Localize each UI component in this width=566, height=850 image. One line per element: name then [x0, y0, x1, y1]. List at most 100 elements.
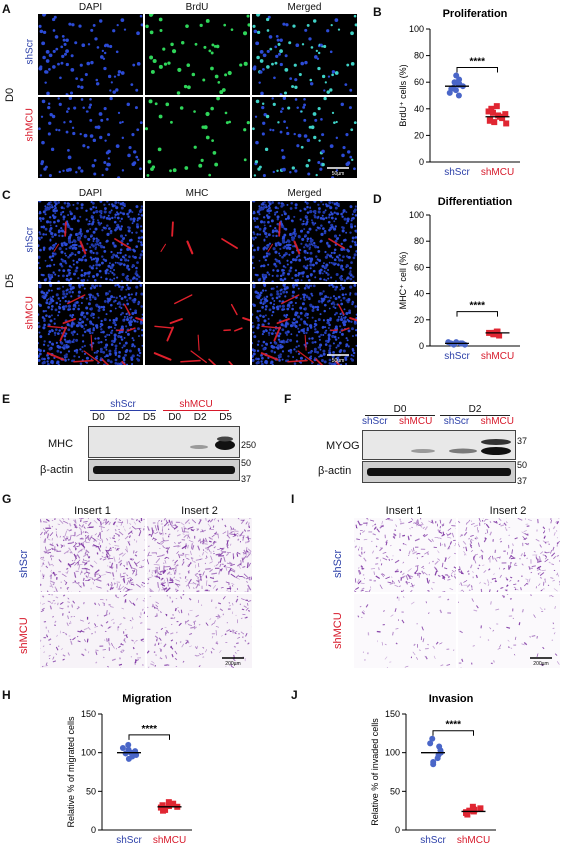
header-brdu: BrdU	[185, 2, 209, 13]
blot-e-lane: D5	[142, 412, 156, 423]
blot-e-group-shscr: shScr	[90, 399, 156, 411]
y-tick-label: 40	[414, 289, 424, 299]
data-point-shscr	[429, 735, 436, 742]
chart-title: Migration	[122, 693, 172, 705]
chart-title: Invasion	[429, 693, 474, 705]
transwell-grid-i: 200µm	[354, 518, 560, 673]
blot-e-lane: D2	[117, 412, 131, 423]
x-tick-label: shMCU	[481, 167, 514, 178]
insert-label-g1: Insert 1	[74, 505, 111, 517]
micrograph-tile	[252, 97, 357, 178]
blot-f-lane: shMCU	[480, 416, 514, 427]
band-strong	[215, 440, 235, 450]
data-point-shscr	[122, 750, 129, 757]
y-tick-label: 0	[395, 825, 400, 835]
chart-title: Proliferation	[443, 8, 508, 20]
micrograph-tile	[38, 201, 143, 282]
significance-bracket	[456, 67, 498, 73]
row-label-shmcu-i: shMCU	[332, 612, 344, 649]
micrograph-tile	[40, 518, 145, 592]
y-tick-label: 0	[419, 157, 424, 167]
panel-label-a: A	[2, 2, 11, 16]
y-tick-label: 60	[414, 77, 424, 87]
data-point-shmcu	[165, 803, 172, 810]
panel-label-c: C	[2, 188, 11, 202]
y-tick-label: 100	[409, 24, 424, 34]
y-tick-label: 150	[385, 709, 400, 719]
y-axis-label: MHC⁺ cell (%)	[398, 252, 408, 310]
blot-e-band-label-actin: β-actin	[40, 464, 74, 476]
blot-e-mhc-strip	[88, 426, 240, 458]
transwell-grid-g: 200µm	[40, 518, 252, 673]
band-faint	[190, 445, 208, 449]
micrograph-tile	[458, 518, 560, 592]
x-tick-label: shScr	[420, 835, 446, 846]
data-point-shscr	[125, 741, 132, 748]
chart-title: Differentiation	[438, 196, 513, 208]
blot-e-actin-strip	[88, 459, 240, 481]
data-point-shmcu	[489, 109, 496, 116]
y-tick-label: 80	[414, 236, 424, 246]
blot-e-band-label-mhc: MHC	[48, 438, 74, 450]
data-point-shscr	[446, 89, 453, 96]
blot-e-marker-250: 250	[241, 440, 257, 450]
y-tick-label: 150	[81, 709, 96, 719]
day-label-d0: D0	[4, 87, 16, 102]
micrograph-tiles: 200µm	[354, 518, 560, 668]
row-label-shscr: shScr	[24, 38, 36, 65]
data-point-shscr	[125, 755, 132, 762]
micrograph-tile	[147, 518, 252, 592]
blot-e-lanes: D0 D2 D5 D0 D2 D5	[92, 412, 232, 423]
blot-f-myog-strip	[362, 430, 516, 460]
data-point-shmcu	[485, 108, 492, 115]
micrograph-tile	[252, 14, 357, 95]
data-point-shmcu	[486, 117, 493, 124]
data-point-shmcu	[157, 804, 164, 811]
row-label-shscr-g: shScr	[18, 549, 30, 578]
significance-bracket	[456, 311, 498, 317]
blot-f-band-label-actin: β-actin	[318, 465, 352, 477]
chart-proliferation: Proliferation BrdU⁺ cells (%) 0 20 40 60 80 100…	[398, 8, 520, 178]
row-label-shscr-c: shScr	[24, 226, 36, 253]
blot-e-marker-37: 37	[241, 474, 252, 484]
blot-e-lane: D5	[219, 412, 232, 423]
blot-e-lane: D2	[193, 412, 207, 423]
micrograph-tile	[40, 594, 145, 668]
panel-label-h: H	[2, 688, 11, 702]
header-dapi-c: DAPI	[78, 188, 103, 199]
x-tick-label: shScr	[444, 351, 470, 362]
blot-f-marker-37: 37	[517, 476, 528, 486]
data-point-shmcu	[496, 332, 503, 339]
data-point-shscr	[430, 761, 437, 768]
blot-e-actin-bands	[89, 460, 239, 480]
y-tick-label: 0	[419, 341, 424, 351]
micrograph-tiles: 50µm	[38, 201, 357, 365]
blot-e-lane: D0	[168, 412, 182, 423]
blot-e-group-shmcu: shMCU	[163, 399, 229, 411]
significance-stars: ****	[141, 724, 157, 735]
micrograph-tile	[354, 518, 456, 592]
micrograph-tile	[147, 594, 252, 668]
panel-label-f: F	[284, 392, 292, 406]
header-merged-c: Merged	[287, 188, 322, 199]
x-tick-label: shScr	[116, 835, 142, 846]
micrograph-tile	[458, 594, 560, 668]
y-axis-label: Relative % of migrated cells	[66, 716, 76, 828]
y-tick-label: 0	[91, 825, 96, 835]
blot-f-lane: shScr	[362, 416, 388, 427]
blot-e-marker-50: 50	[241, 458, 252, 468]
panel-label-b: B	[373, 5, 382, 19]
blot-f-group-d0: D0	[365, 404, 435, 416]
row-label-shscr-i: shScr	[332, 549, 344, 578]
micrograph-tile	[145, 14, 250, 95]
micrograph-tiles: 200µm	[40, 518, 252, 668]
x-tick-label: shMCU	[153, 835, 186, 846]
header-mhc: MHC	[185, 188, 209, 199]
row-label-shmcu-c: shMCU	[24, 296, 36, 330]
data-point-shscr	[119, 745, 126, 752]
data-point-shscr	[445, 339, 452, 346]
data-point-shmcu	[160, 807, 167, 814]
micrograph-tile	[145, 97, 250, 178]
micrograph-tile	[38, 284, 143, 365]
significance-stars: ****	[469, 301, 485, 312]
